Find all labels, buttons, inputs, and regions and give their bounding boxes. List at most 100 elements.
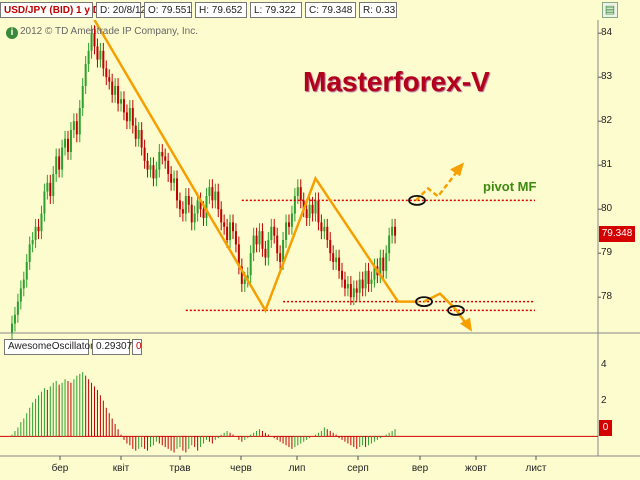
candle-body <box>170 174 173 183</box>
candle-body <box>349 284 352 298</box>
candle-body <box>290 213 293 227</box>
breakout-marker <box>447 304 465 316</box>
price-tick-label: 81 <box>601 159 613 171</box>
candle-body <box>161 152 164 157</box>
candle-body <box>28 244 31 262</box>
candle-body <box>352 288 355 298</box>
candle-body <box>43 191 46 214</box>
candle-body <box>75 121 78 135</box>
high-value: H: 79.652 <box>195 2 247 18</box>
month-tick-label: трав <box>169 463 191 474</box>
candle-body <box>72 121 75 130</box>
candle-body <box>320 222 323 232</box>
range-value: R: 0.33 <box>359 2 397 18</box>
date-value: D: 20/8/12 <box>96 2 146 18</box>
month-tick-label: жовт <box>465 463 487 474</box>
candle-body <box>205 196 208 218</box>
candle-body <box>296 187 299 196</box>
info-icon[interactable]: i <box>6 27 18 39</box>
candle-body <box>78 108 81 135</box>
month-tick-label: квіт <box>112 463 130 474</box>
candle-body <box>167 160 170 174</box>
osc-tick-label: 2 <box>601 394 607 406</box>
candle-body <box>361 279 364 289</box>
month-tick-label: серп <box>347 463 369 474</box>
candle-body <box>114 86 117 95</box>
quote-header: USD/JPY (BID) 1 y D D: 20/8/12 O: 79.551… <box>0 0 600 20</box>
candle-body <box>164 156 167 161</box>
last-price-tag: 79.348 <box>599 226 635 242</box>
breakout-marker <box>408 194 426 206</box>
candle-body <box>285 222 288 240</box>
candle-body <box>128 108 131 122</box>
candle-body <box>19 288 22 302</box>
copyright-notice: 2012 © TD Ameritrade IP Company, Inc. <box>20 26 199 37</box>
symbol-label[interactable]: USD/JPY (BID) 1 y D <box>0 2 100 18</box>
candle-body <box>137 130 140 139</box>
open-value: O: 79.551 <box>144 2 192 18</box>
bearish-arrow-head <box>460 317 472 332</box>
candle-body <box>31 240 34 245</box>
candle-body <box>61 147 64 170</box>
candle-body <box>246 275 249 280</box>
candle-body <box>131 108 134 126</box>
candle-body <box>341 270 344 280</box>
candle-body <box>173 178 176 183</box>
candle-body <box>370 279 373 284</box>
candle-body <box>149 165 152 170</box>
chart-settings-icon[interactable]: ▤ <box>602 2 618 18</box>
candle-body <box>335 257 338 262</box>
pivot-label: pivot MF <box>483 179 537 194</box>
breakout-marker <box>415 296 433 308</box>
candle-body <box>184 196 187 214</box>
candle-body <box>52 174 55 196</box>
candle-body <box>181 209 184 214</box>
candle-body <box>11 323 13 333</box>
candle-body <box>252 235 255 254</box>
candle-body <box>240 266 243 284</box>
candle-body <box>358 279 361 293</box>
price-tick-label: 78 <box>601 291 613 303</box>
candle-body <box>143 147 146 161</box>
zigzag-line <box>93 19 419 314</box>
brand-watermark: Masterforex-V <box>303 66 490 97</box>
price-tick-label: 79 <box>601 247 613 259</box>
candle-body <box>40 213 43 232</box>
candle-body <box>326 226 329 240</box>
candle-body <box>66 138 69 152</box>
candle-body <box>279 253 282 262</box>
candle-body <box>287 222 290 227</box>
candle-body <box>223 222 226 227</box>
candle-body <box>231 222 234 232</box>
candle-body <box>329 240 332 254</box>
candle-body <box>81 86 84 108</box>
oscillator-name[interactable]: AwesomeOscillator <box>4 339 93 355</box>
candle-body <box>382 257 385 271</box>
candle-body <box>237 244 240 267</box>
candle-body <box>152 165 155 179</box>
month-tick-label: лип <box>288 463 306 474</box>
candle-body <box>55 156 58 174</box>
candle-body <box>305 209 308 218</box>
candle-body <box>87 50 90 64</box>
candle-body <box>249 253 252 276</box>
candle-body <box>25 262 28 280</box>
candle-body <box>178 200 181 210</box>
month-tick-label: вер <box>411 463 429 474</box>
candle-body <box>261 231 264 249</box>
candle-body <box>346 284 349 289</box>
candle-body <box>302 200 305 210</box>
candle-body <box>299 187 302 201</box>
candle-body <box>111 81 114 95</box>
candle-body <box>64 138 67 148</box>
candle-body <box>308 204 311 218</box>
candle-body <box>332 253 335 262</box>
candle-body <box>311 204 314 214</box>
candle-body <box>234 231 237 245</box>
candle-body <box>187 196 190 205</box>
candle-body <box>267 240 270 258</box>
osc-zero-tag: 0 <box>599 420 612 436</box>
candle-body <box>211 187 214 201</box>
candle-body <box>217 191 220 210</box>
candle-body <box>264 248 267 258</box>
